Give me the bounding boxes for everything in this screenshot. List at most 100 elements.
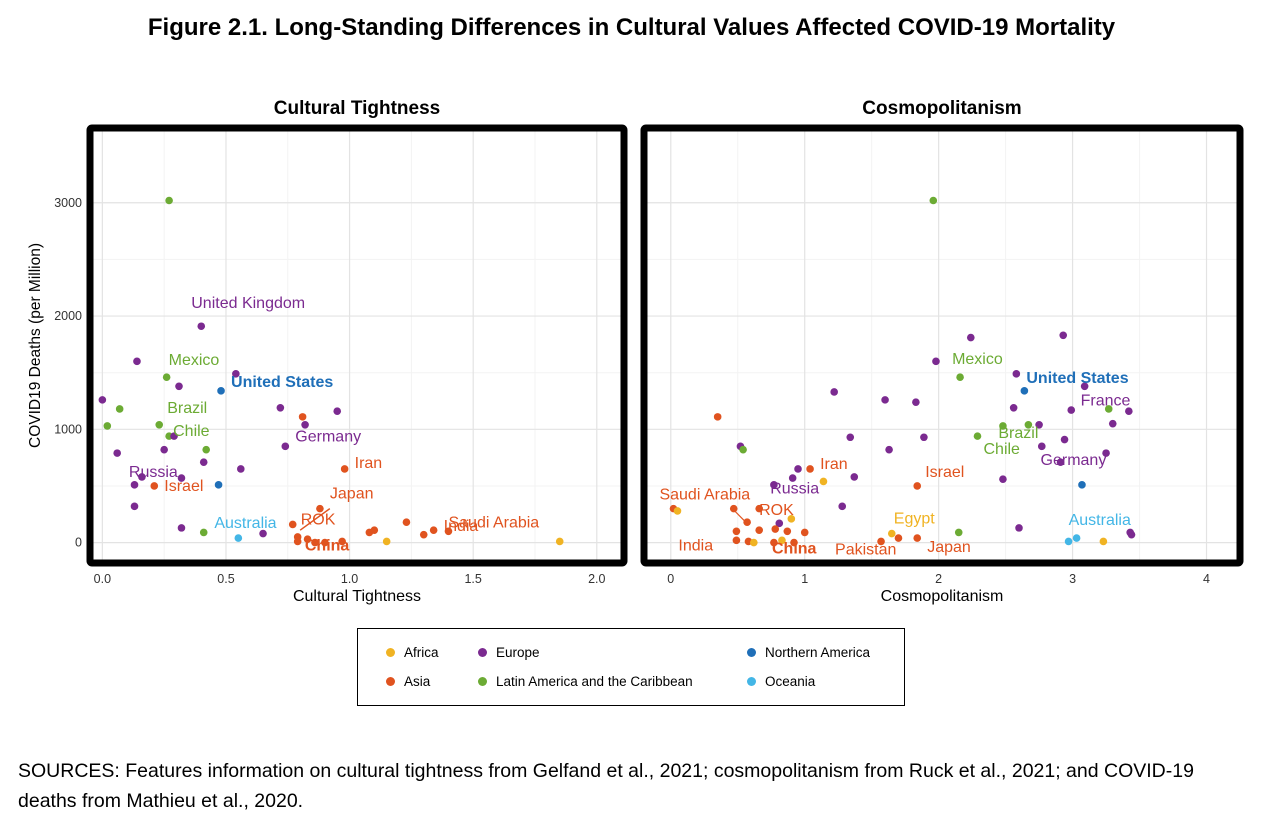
data-label: United States	[231, 374, 333, 391]
data-point	[830, 388, 838, 396]
data-point	[887, 529, 896, 538]
panel-title: Cultural Tightness	[274, 98, 440, 119]
scatter-charts: 0.0 0.5 1.0 1.5 2.0 0 1000 2000 3000 Cultural Tig…	[27, 98, 1244, 605]
legend-item-latin-america: Latin America and the Caribbean	[478, 674, 693, 689]
data-point	[788, 474, 797, 482]
data-point	[288, 520, 297, 529]
data-point	[1102, 449, 1110, 457]
legend-marker	[386, 677, 395, 686]
data-label: ROK	[759, 502, 794, 519]
data-point	[103, 422, 112, 430]
data-label: France	[1081, 392, 1131, 409]
data-point	[1104, 405, 1113, 413]
data-point	[217, 387, 225, 395]
data-point	[1035, 420, 1043, 429]
data-point	[750, 538, 758, 547]
data-point	[966, 333, 975, 342]
data-point	[293, 537, 302, 546]
data-point	[778, 536, 786, 545]
data-point	[303, 535, 312, 544]
data-point	[932, 357, 940, 366]
x-tick-label: 1.0	[341, 572, 358, 586]
data-point	[775, 519, 784, 528]
legend-label: Oceania	[765, 674, 816, 689]
data-label: Israel	[164, 478, 203, 495]
data-point	[1012, 370, 1021, 378]
data-label: China	[305, 538, 350, 555]
data-label: Brazil	[998, 425, 1038, 442]
data-point	[743, 518, 751, 527]
data-point	[113, 449, 121, 457]
data-point	[1060, 435, 1069, 444]
data-label: Australia	[214, 515, 276, 532]
data-point	[770, 481, 778, 489]
data-point	[232, 370, 240, 378]
legend-label: Latin America and the Caribbean	[496, 674, 693, 689]
data-point	[370, 526, 379, 534]
data-point	[338, 537, 346, 546]
y-tick-label: 2000	[54, 309, 82, 323]
data-point	[1015, 524, 1023, 532]
legend-label: Europe	[496, 645, 540, 660]
data-label: Japan	[330, 486, 374, 503]
x-axis-label: Cultural Tightness	[293, 588, 421, 605]
data-label: Japan	[927, 539, 971, 556]
legend-marker	[478, 648, 487, 657]
x-tick-label: 0.0	[94, 572, 111, 586]
data-point	[770, 538, 778, 547]
data-point	[838, 502, 847, 511]
data-point	[787, 515, 796, 523]
x-axis-label: Cosmopolitanism	[881, 588, 1004, 605]
y-tick-label: 0	[75, 536, 82, 550]
legend-label: Africa	[404, 645, 439, 660]
data-point	[259, 529, 267, 538]
data-point	[920, 433, 928, 442]
data-point	[1056, 458, 1065, 466]
legend-item-oceania: Oceania	[747, 674, 815, 689]
data-point	[790, 538, 798, 547]
figure-title: Figure 2.1. Long-Standing Differences in…	[147, 14, 1116, 41]
data-point	[133, 357, 141, 366]
data-point	[170, 432, 178, 440]
data-label: Chile	[983, 441, 1020, 458]
data-label: Saudi Arabia	[659, 487, 750, 504]
data-point	[1020, 387, 1029, 395]
data-point	[999, 475, 1007, 483]
data-point	[732, 527, 741, 536]
data-point	[1024, 420, 1033, 429]
data-point	[311, 538, 319, 547]
data-point	[1099, 537, 1108, 546]
data-label: ROK	[301, 511, 336, 528]
data-label: Chile	[173, 423, 210, 440]
legend-label: Asia	[404, 674, 431, 689]
chart-legend: Africa Europe Northern America Asia Lati…	[357, 628, 905, 706]
legend-marker	[386, 648, 395, 657]
data-point	[321, 538, 329, 547]
data-point	[806, 465, 814, 473]
data-point	[214, 481, 223, 489]
data-point	[115, 405, 124, 413]
label-leader-line	[731, 508, 747, 523]
data-point	[755, 504, 763, 513]
data-label: United Kingdom	[191, 295, 305, 312]
x-tick-label: 3	[1069, 572, 1076, 586]
data-point	[333, 407, 342, 416]
data-point	[673, 507, 682, 515]
data-label: United States	[1026, 370, 1128, 387]
data-point	[973, 432, 982, 440]
data-label: Russia	[770, 480, 819, 497]
data-point	[1059, 331, 1068, 340]
data-label: Saudi Arabia	[448, 514, 539, 531]
data-point	[912, 398, 920, 406]
data-point	[175, 382, 183, 391]
x-tick-label: 1.5	[464, 572, 481, 586]
x-tick-label: 1	[801, 572, 808, 586]
data-label: Israel	[925, 464, 964, 481]
data-point	[956, 373, 964, 382]
data-point	[729, 504, 738, 513]
y-axis-label: COVID19 Deaths (per Million)	[27, 243, 44, 448]
data-point	[555, 537, 564, 546]
data-point	[877, 537, 885, 546]
data-label: India	[678, 537, 713, 554]
x-tick-label: 2.0	[588, 572, 605, 586]
